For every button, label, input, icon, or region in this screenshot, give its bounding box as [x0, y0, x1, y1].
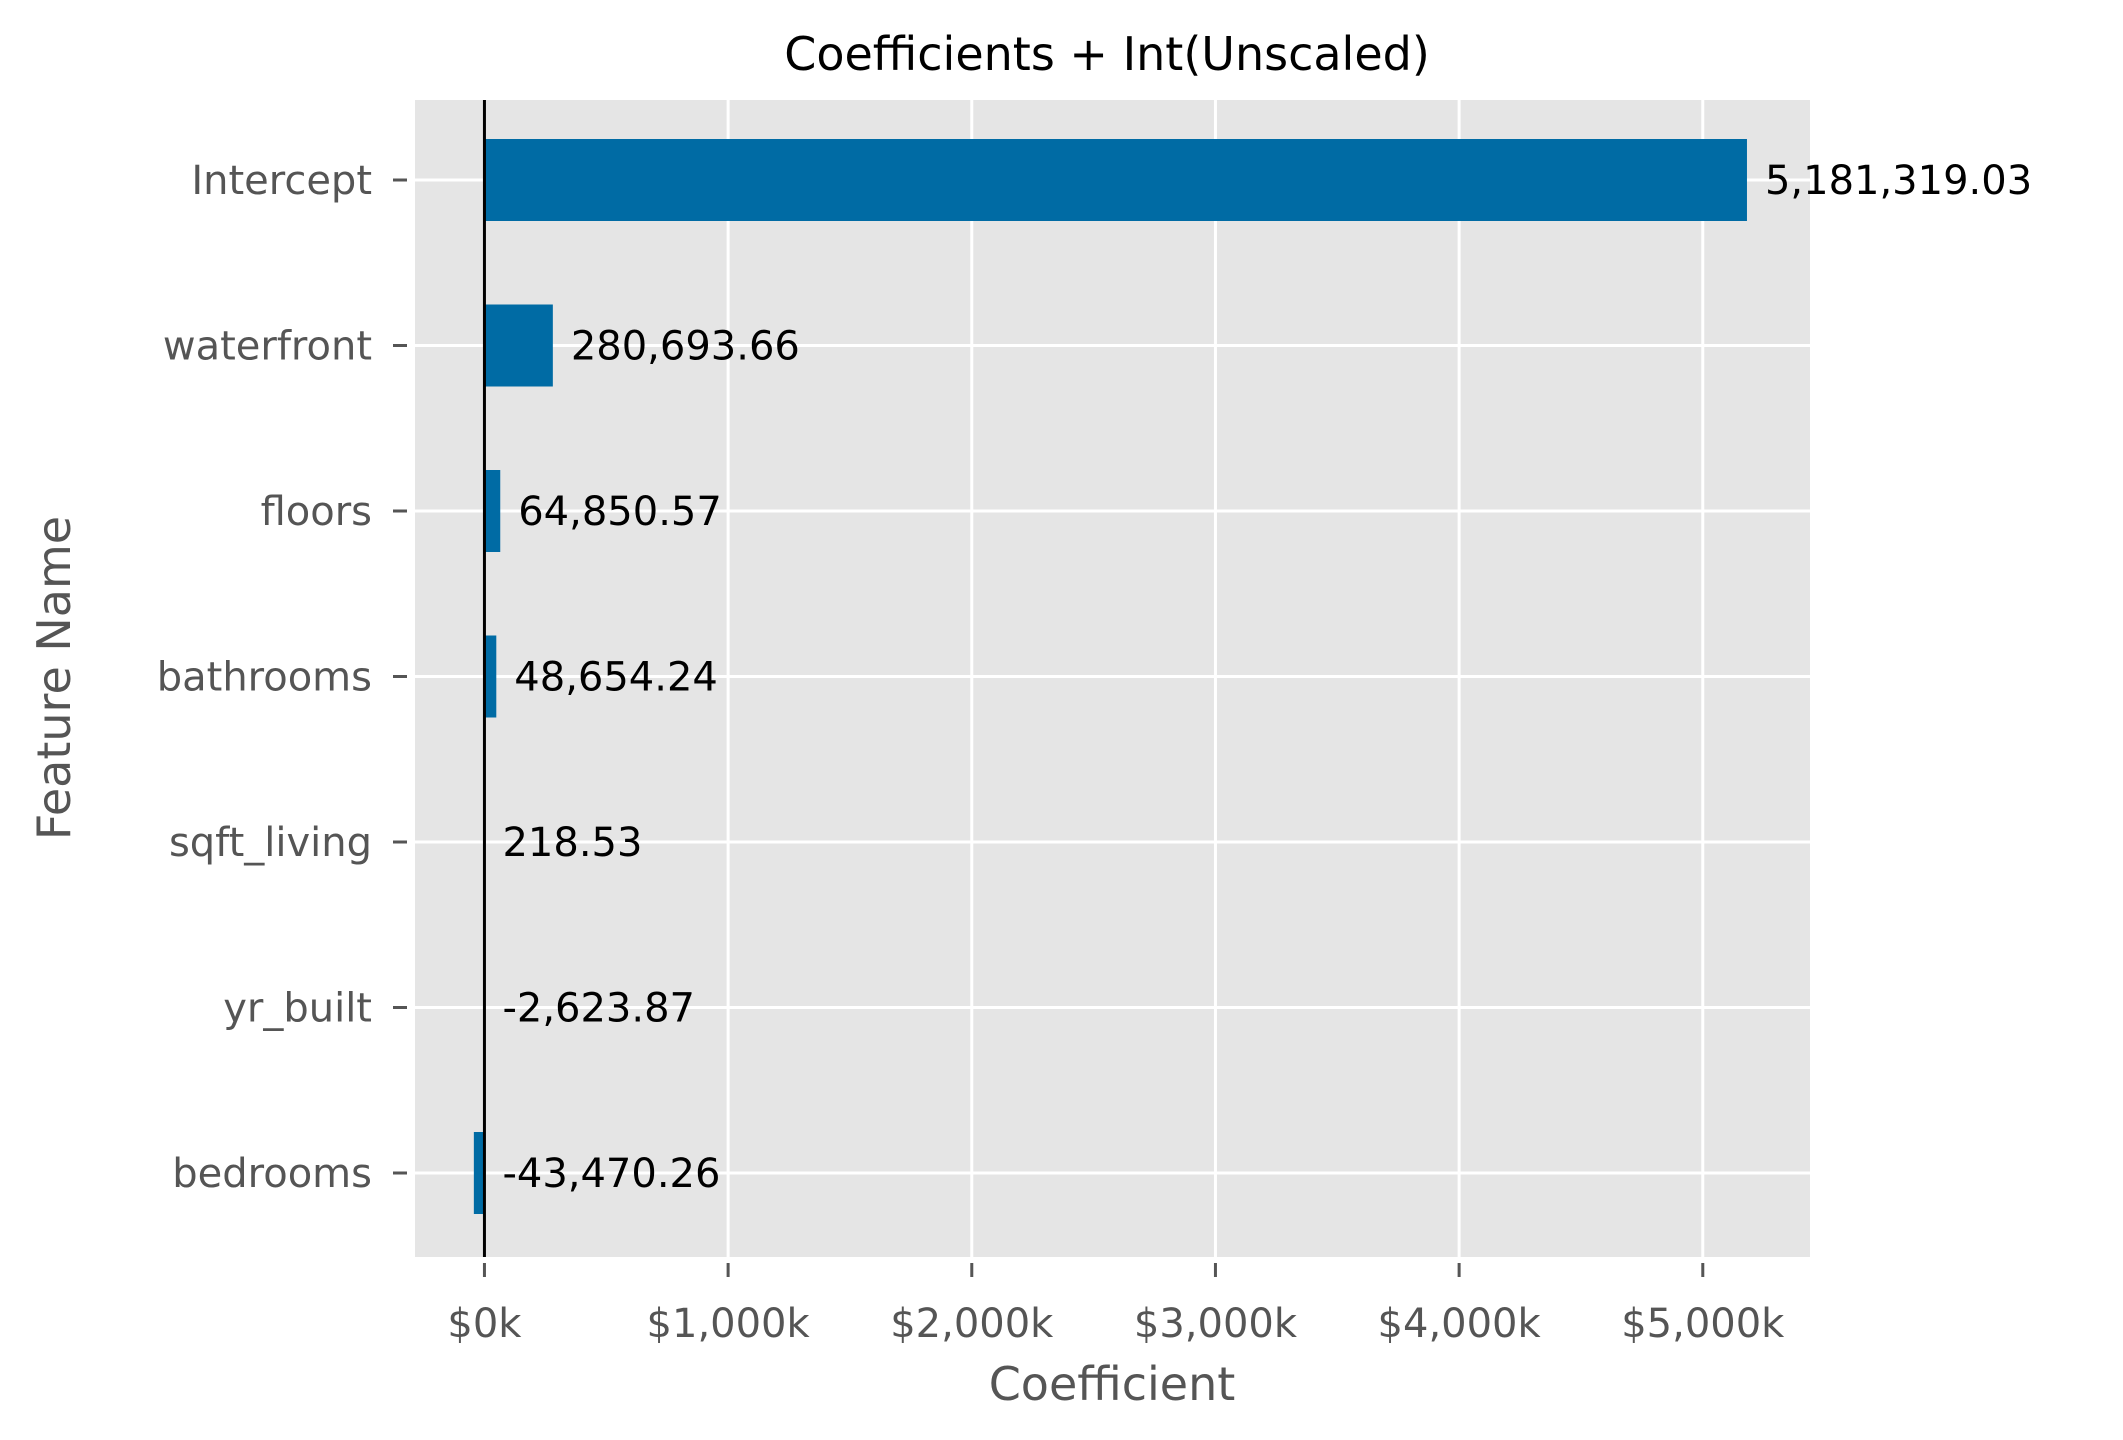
value-label-bedrooms: -43,470.26: [502, 1151, 720, 1197]
bar-floors: [484, 470, 501, 552]
bar-bathrooms: [484, 635, 497, 718]
value-label-Intercept: 5,181,319.03: [1765, 158, 2032, 204]
bar-Intercept: [484, 139, 1747, 221]
bar-bedrooms: [473, 1132, 485, 1214]
x-tick-label-0: $0k: [447, 1301, 522, 1347]
value-label-yr_built: -2,623.87: [502, 986, 695, 1032]
grid-lines: [415, 100, 1810, 1257]
y-tick-label-sqft_living: sqft_living: [169, 820, 372, 866]
y-axis-ticks: Intercept waterfront floors bathrooms sqft_l…: [157, 158, 407, 1197]
x-tick-label-2: $2,000k: [890, 1301, 1054, 1347]
y-tick-label-bathrooms: bathrooms: [157, 655, 372, 701]
y-tick-label-bedrooms: bedrooms: [172, 1151, 372, 1197]
y-axis-label: Feature Name: [27, 516, 81, 840]
value-label-floors: 64,850.57: [518, 489, 722, 535]
y-tick-label-floors: floors: [261, 489, 372, 535]
plot-area: [415, 100, 1810, 1257]
x-tick-label-3: $3,000k: [1134, 1301, 1298, 1347]
x-axis-ticks: $0k $1,000k $2,000k $3,000k $4,000k $5,000k: [447, 1263, 1785, 1347]
y-tick-label-waterfront: waterfront: [163, 324, 372, 370]
x-tick-label-4: $4,000k: [1378, 1301, 1542, 1347]
x-tick-label-5: $5,000k: [1621, 1301, 1785, 1347]
value-label-waterfront: 280,693.66: [571, 324, 800, 370]
value-label-bathrooms: 48,654.24: [514, 655, 718, 701]
chart-title: Coefficients + Int(Unscaled): [784, 27, 1430, 81]
bars: [473, 139, 1747, 1214]
x-axis-label: Coefficient: [989, 1357, 1236, 1411]
y-tick-label-Intercept: Intercept: [191, 158, 372, 204]
value-label-sqft_living: 218.53: [502, 820, 642, 866]
value-labels: 5,181,319.03 280,693.66 64,850.57 48,654.24…: [502, 158, 2032, 1197]
bar-waterfront: [484, 304, 553, 387]
x-tick-label-1: $1,000k: [647, 1301, 811, 1347]
y-tick-label-yr_built: yr_built: [223, 986, 372, 1032]
